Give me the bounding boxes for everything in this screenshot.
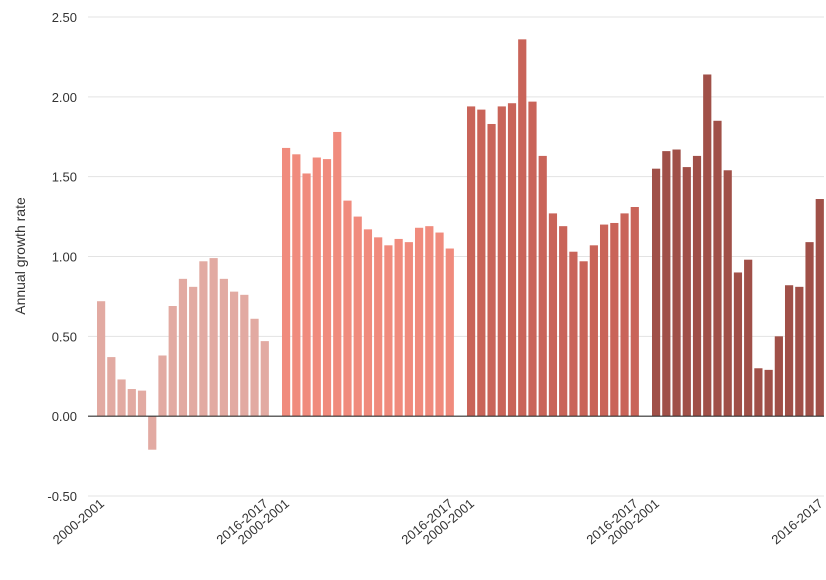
bar	[630, 207, 639, 417]
bar	[518, 39, 527, 417]
y-tick-label: 2.00	[52, 90, 77, 105]
bar	[240, 294, 249, 417]
bar	[107, 357, 116, 417]
bar	[333, 131, 342, 417]
bar	[414, 227, 424, 417]
bar	[784, 285, 794, 417]
bar	[282, 147, 291, 417]
bar	[538, 155, 547, 417]
bar	[127, 389, 136, 417]
bar-group-2	[282, 131, 454, 417]
y-tick-label: 1.50	[52, 170, 77, 185]
bar	[548, 213, 558, 417]
bar	[559, 226, 568, 417]
bar	[158, 355, 167, 417]
bar	[703, 74, 712, 417]
bar	[467, 106, 476, 417]
bar-group-3	[467, 39, 639, 417]
bar	[425, 226, 434, 417]
bar	[569, 251, 578, 417]
bar	[229, 291, 239, 417]
bar	[805, 242, 814, 417]
bar	[662, 151, 671, 417]
y-tick-label: 2.50	[52, 10, 77, 25]
bar	[322, 159, 332, 417]
y-axis-label: Annual growth rate	[12, 197, 28, 315]
bar	[178, 278, 188, 417]
bar	[117, 379, 126, 417]
bar	[507, 103, 517, 417]
bar	[148, 416, 157, 450]
bar	[477, 109, 486, 417]
bar	[528, 101, 537, 417]
bar	[652, 168, 661, 417]
bar	[682, 167, 691, 417]
bar	[579, 261, 588, 417]
bar	[199, 261, 208, 417]
y-tick-label: -0.50	[47, 489, 77, 504]
y-tick-label: 0.00	[52, 409, 77, 424]
bar	[302, 173, 311, 417]
x-tick-label: 2016-2017	[768, 496, 825, 547]
bar	[487, 123, 496, 417]
bar-group-4	[652, 74, 824, 417]
bar	[815, 199, 824, 417]
bar	[599, 224, 609, 417]
bar	[692, 155, 702, 417]
bars	[97, 39, 824, 450]
bar	[384, 245, 393, 417]
bar	[312, 157, 321, 417]
bar	[723, 170, 732, 417]
bar	[137, 390, 147, 417]
bar	[363, 229, 373, 417]
bar	[620, 213, 629, 417]
y-tick-label: 0.50	[52, 329, 77, 344]
bar	[764, 369, 773, 417]
bar	[168, 306, 177, 417]
bar	[733, 272, 743, 417]
bar	[610, 222, 619, 417]
bar	[445, 248, 454, 417]
bar-group-1	[97, 258, 269, 450]
bar	[497, 106, 506, 417]
bar	[250, 318, 259, 417]
bar	[394, 238, 403, 417]
bar	[209, 258, 218, 417]
bar	[353, 216, 362, 417]
y-axis-ticks: 2.50 2.00 1.50 1.00 0.50 0.00 -0.50	[47, 10, 77, 504]
bar	[754, 368, 763, 417]
bar	[97, 301, 106, 417]
bar	[589, 245, 598, 417]
bar	[292, 154, 301, 417]
bar	[374, 237, 383, 417]
bar	[795, 286, 804, 417]
bar	[219, 278, 228, 417]
bar	[713, 120, 722, 417]
bar	[672, 149, 681, 417]
y-tick-label: 1.00	[52, 250, 77, 265]
bar	[404, 242, 413, 417]
bar	[260, 341, 269, 417]
bar	[343, 200, 352, 417]
bar	[774, 336, 783, 417]
bar	[744, 259, 753, 417]
bar	[435, 232, 444, 417]
bar	[189, 286, 198, 417]
